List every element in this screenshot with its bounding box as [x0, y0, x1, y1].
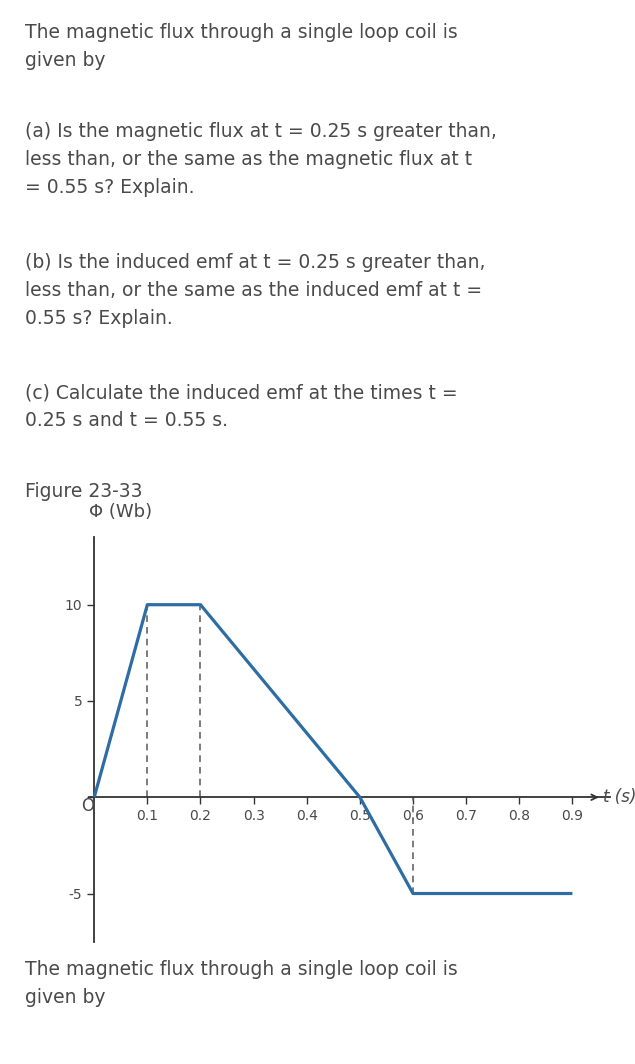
Text: t (s): t (s) [603, 788, 635, 807]
Text: The magnetic flux through a single loop coil is
given by: The magnetic flux through a single loop … [25, 960, 458, 1007]
Text: Φ (Wb): Φ (Wb) [89, 503, 152, 521]
Text: O: O [81, 797, 94, 815]
Text: Figure 23-33: Figure 23-33 [25, 482, 143, 501]
Text: The magnetic flux through a single loop coil is
given by: The magnetic flux through a single loop … [25, 23, 458, 70]
Text: (a) Is the magnetic flux at t = 0.25 s greater than,
less than, or the same as t: (a) Is the magnetic flux at t = 0.25 s g… [25, 122, 497, 197]
Text: (b) Is the induced emf at t = 0.25 s greater than,
less than, or the same as the: (b) Is the induced emf at t = 0.25 s gre… [25, 253, 486, 328]
Text: (c) Calculate the induced emf at the times t =
0.25 s and t = 0.55 s.: (c) Calculate the induced emf at the tim… [25, 383, 458, 430]
